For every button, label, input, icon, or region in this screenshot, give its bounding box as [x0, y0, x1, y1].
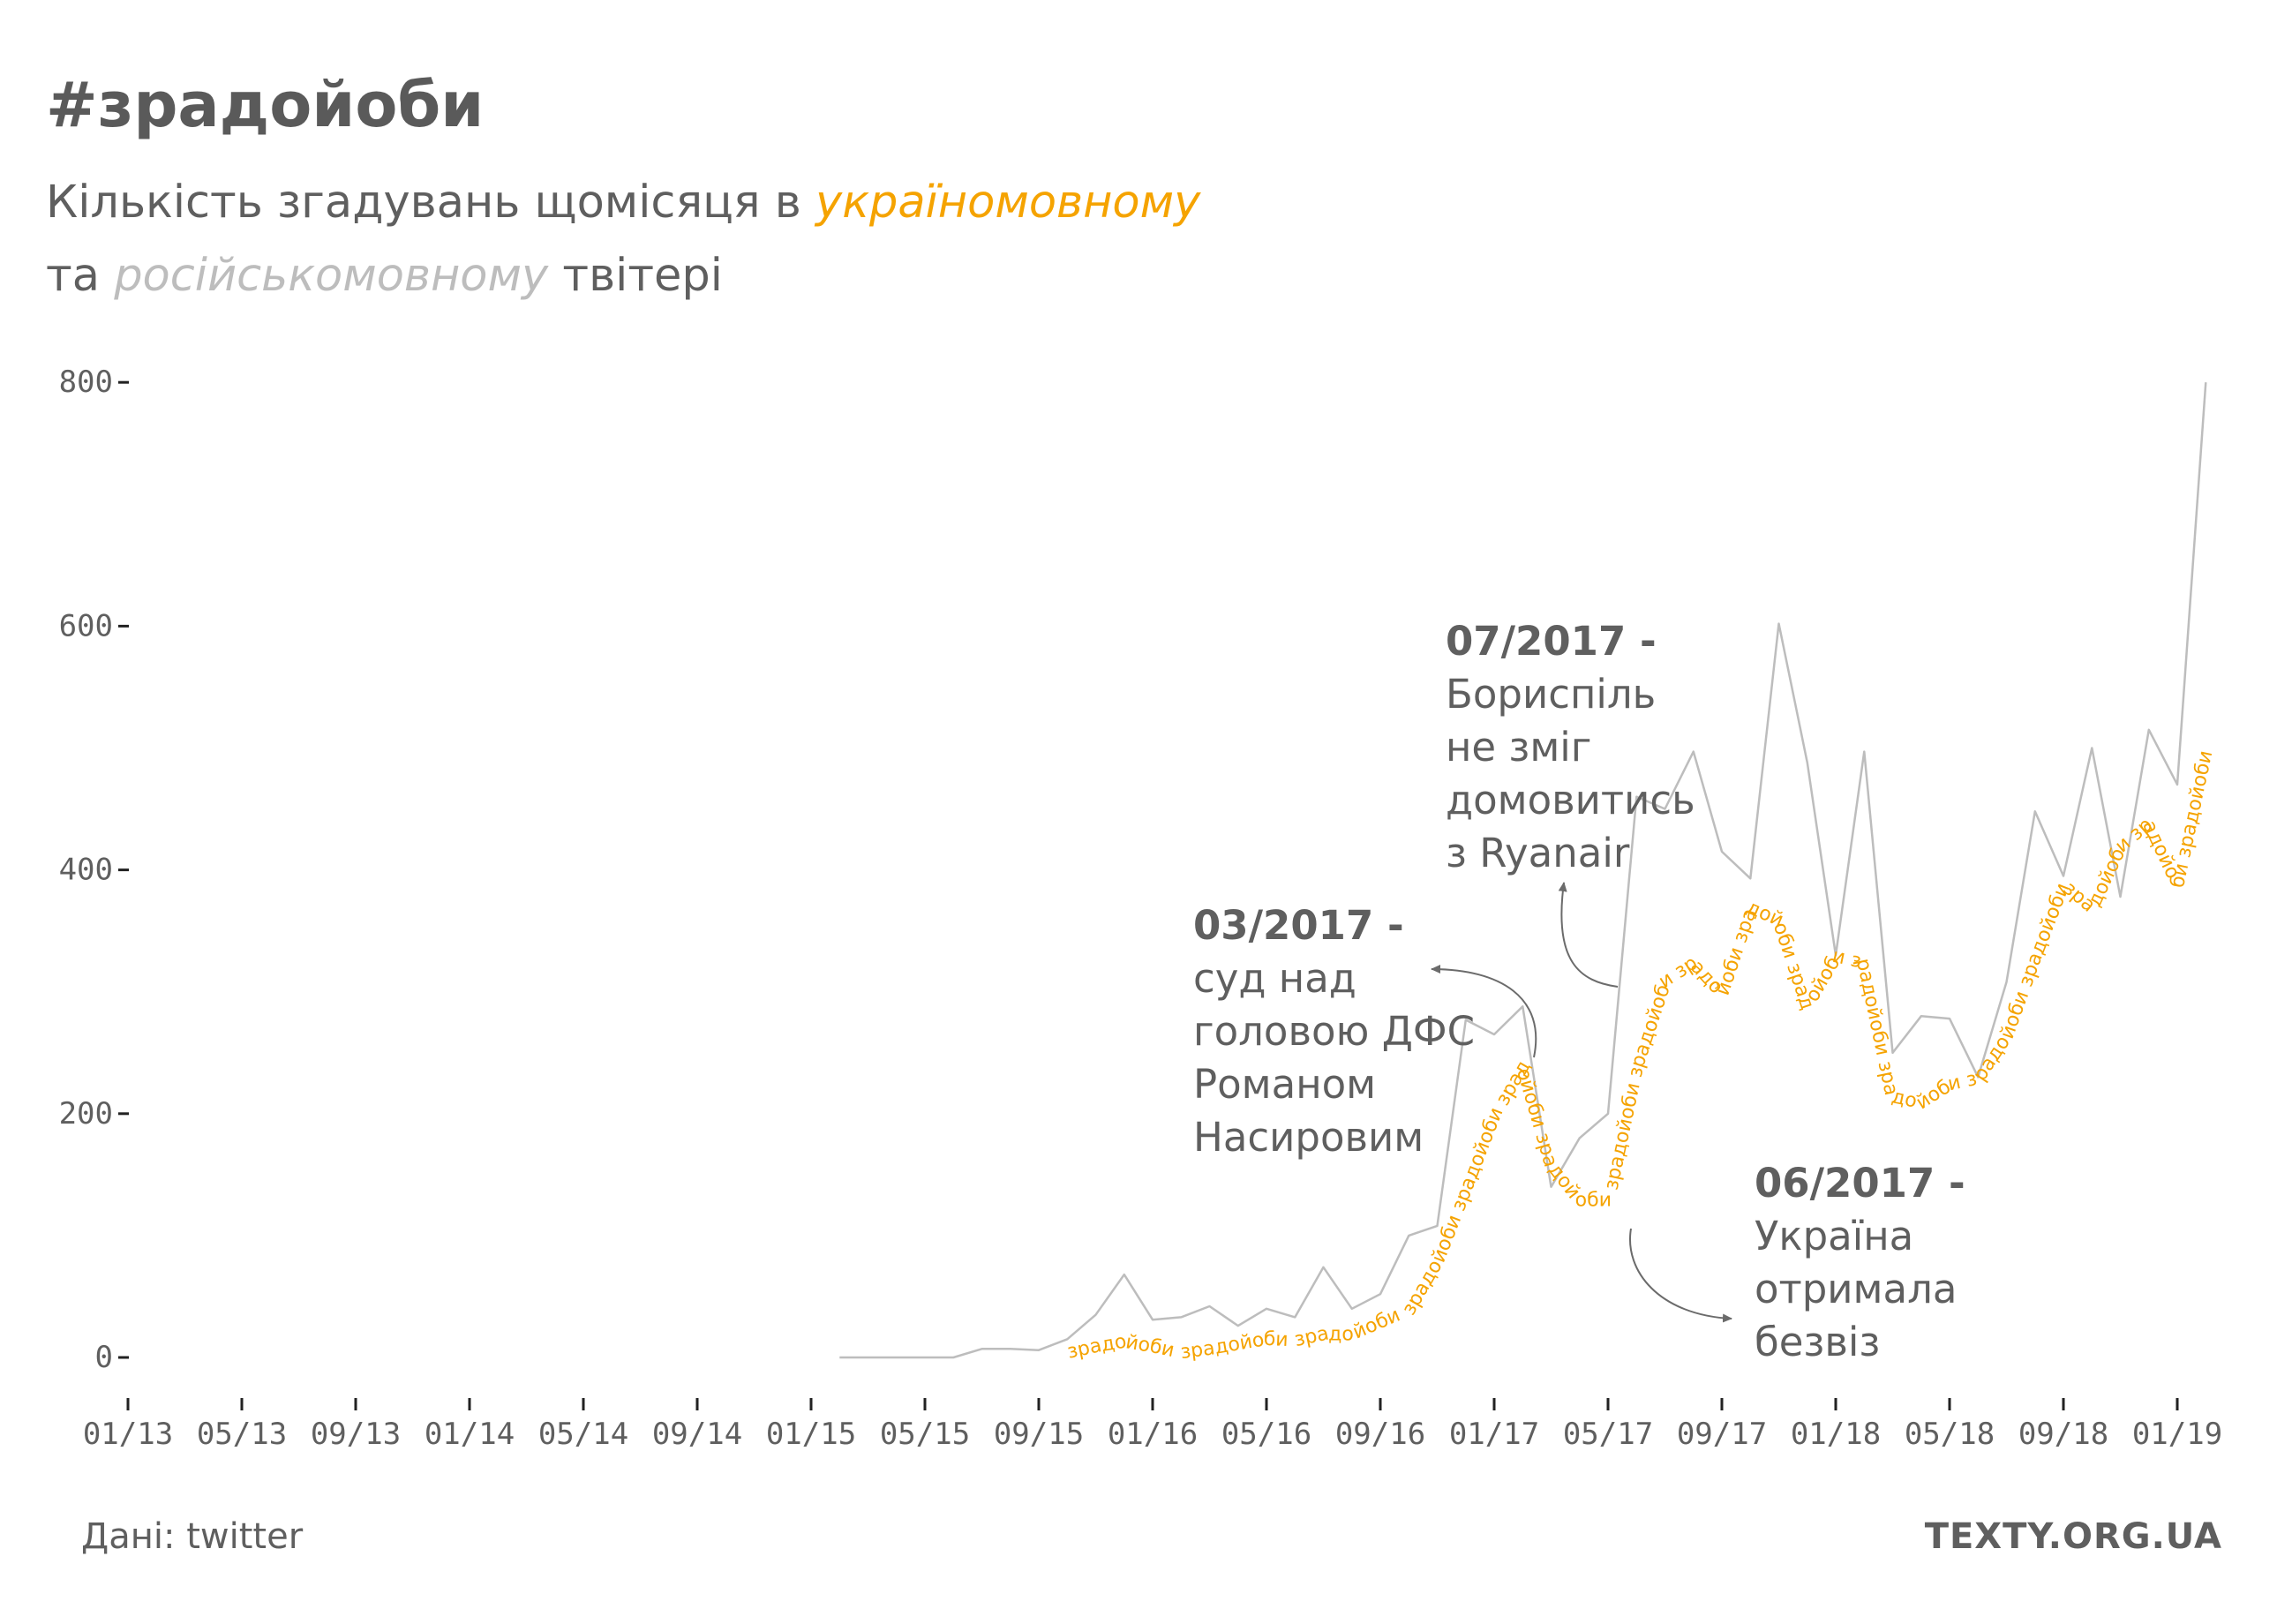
annotation-heading: 06/2017 - [1755, 1160, 1965, 1207]
series-line-russian [839, 382, 2207, 1359]
data-source-note: Дані: twitter [81, 1516, 304, 1557]
annotation-text-line: Насировим [1193, 1114, 1424, 1161]
annotation-layer: 03/2017 - суд над головою ДФС Романом Насиро… [1193, 618, 1965, 1365]
annotation-arrow [1629, 1228, 1732, 1323]
annotation-text-line: суд над [1193, 955, 1356, 1002]
y-tick-label: 800 [59, 365, 113, 400]
subtitle-russian-keyword: російськомовному [114, 250, 549, 302]
annotation-text-line: Україна [1755, 1213, 1913, 1259]
chart-subtitle-line-2: та російськомовному твітері [46, 250, 723, 302]
x-tick-label: 01/14 [425, 1417, 515, 1452]
y-tick-label: 600 [59, 608, 113, 643]
annotation-text-line: отримала [1755, 1266, 1957, 1312]
x-tick-label: 01/18 [1791, 1417, 1881, 1452]
x-tick-label: 05/13 [197, 1417, 287, 1452]
annotation-heading: 03/2017 - [1193, 902, 1404, 949]
x-tick-label: 05/17 [1563, 1417, 1653, 1452]
annotation-text-line: домовитись [1446, 777, 1695, 823]
annotation-text-line: Бориспіль [1446, 671, 1656, 718]
y-tick-label: 200 [59, 1096, 113, 1132]
annotation-text-line: з Ryanair [1446, 830, 1630, 876]
annotation: 07/2017 - Бориспіль не зміг домовитись з Rya… [1446, 618, 1695, 988]
x-tick-label: 09/14 [652, 1417, 742, 1452]
x-tick-label: 09/18 [2018, 1417, 2108, 1452]
chart-subtitle-line-1: Кількість згадувань щомісяця в україномо… [46, 177, 1200, 229]
x-tick-label: 05/15 [880, 1417, 970, 1452]
x-tick-label: 09/17 [1677, 1417, 1767, 1452]
x-tick-label: 01/17 [1449, 1417, 1539, 1452]
x-tick-label: 05/18 [1905, 1417, 1995, 1452]
x-axis: 01/13 05/13 09/13 01/14 05/14 09/14 01/15 05/15… [83, 1398, 2222, 1452]
annotation-text-line: Романом [1193, 1061, 1376, 1108]
chart-title: #зрадойоби [46, 69, 485, 141]
x-tick-label: 05/14 [538, 1417, 628, 1452]
y-tick-label: 400 [59, 853, 113, 888]
x-tick-label: 01/16 [1108, 1417, 1198, 1452]
x-tick-label: 09/16 [1335, 1417, 1425, 1452]
annotation-text-line: головою ДФС [1193, 1008, 1475, 1055]
annotation-heading: 07/2017 - [1446, 618, 1657, 665]
annotation-text-line: не зміг [1446, 724, 1591, 771]
subtitle-part-2: та [46, 250, 115, 302]
x-tick-label: 01/19 [2132, 1417, 2222, 1452]
subtitle-part-1: Кількість згадувань щомісяця в [46, 177, 816, 229]
x-tick-label: 09/15 [994, 1417, 1084, 1452]
annotation-text-line: безвіз [1755, 1319, 1880, 1365]
y-axis: 0 200 400 600 800 [59, 365, 129, 1375]
brand-logo-text: TEXTY.ORG.UA [1924, 1516, 2222, 1557]
y-tick-label: 0 [95, 1340, 113, 1375]
x-tick-label: 09/13 [311, 1417, 401, 1452]
annotation: 03/2017 - суд над головою ДФС Романом Насиро… [1193, 902, 1537, 1161]
subtitle-part-3: твітері [548, 250, 723, 302]
subtitle-ukrainian-keyword: україномовному [815, 177, 1201, 229]
annotation: 06/2017 - Україна отримала безвіз [1629, 1160, 1965, 1365]
x-tick-label: 01/13 [83, 1417, 173, 1452]
x-tick-label: 01/15 [766, 1417, 856, 1452]
annotation-arrow [1431, 965, 1537, 1058]
annotation-arrow [1558, 882, 1619, 988]
x-tick-label: 05/16 [1221, 1417, 1311, 1452]
